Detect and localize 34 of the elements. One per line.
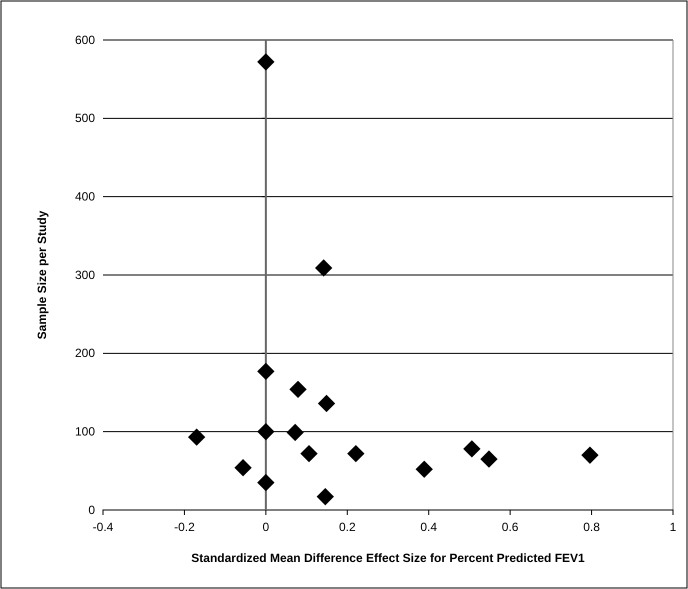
y-tick-label: 100 (74, 424, 96, 439)
point (257, 362, 275, 380)
x-tick-label: 0.2 (338, 520, 356, 534)
point (416, 460, 433, 478)
x-tick-label: -0.2 (174, 520, 196, 534)
point (257, 53, 275, 71)
point (347, 444, 364, 462)
point (581, 446, 599, 464)
point (300, 444, 318, 462)
y-tick-label: 600 (74, 32, 96, 47)
point (188, 428, 206, 446)
point (463, 440, 481, 458)
x-tick-label: 1 (670, 520, 677, 534)
point (480, 450, 498, 468)
point (316, 488, 334, 506)
y-tick-label: 300 (74, 268, 96, 282)
y-tick-label: 400 (74, 190, 96, 204)
point (257, 474, 275, 492)
x-tick-label: 0.4 (420, 520, 438, 534)
y-tick-label: 500 (74, 111, 96, 126)
x-tick-label: -0.4 (92, 520, 114, 534)
x-tick-label: 0.8 (583, 520, 600, 534)
x-axis-title: Standardized Mean Difference Effect Size for Percent Predicted FEV1 (191, 551, 586, 565)
y-axis-title: Sample Size per Study (35, 210, 49, 340)
point (257, 423, 275, 440)
y-tick-label: 0 (88, 502, 96, 517)
x-tick-label: 0.6 (502, 520, 519, 534)
point (318, 394, 336, 412)
x-tick-label: 0 (262, 520, 270, 534)
y-tick-label: 200 (74, 346, 96, 360)
point (289, 380, 307, 398)
point (234, 459, 252, 476)
point (286, 424, 304, 442)
point (315, 259, 332, 277)
